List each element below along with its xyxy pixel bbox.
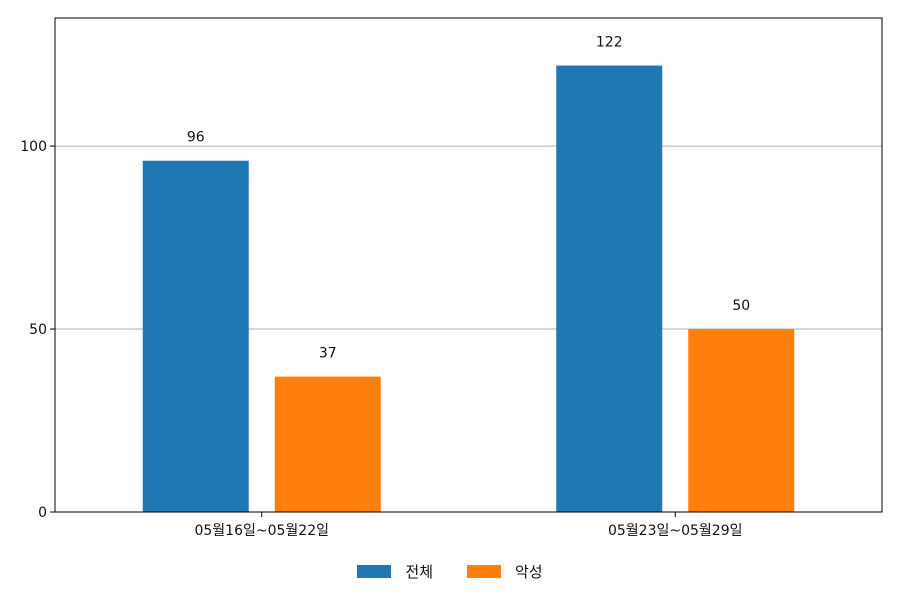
- legend-swatch-total: [357, 564, 392, 578]
- legend: 전체 악성: [0, 558, 900, 584]
- value-labels: 96 37 122 50: [187, 35, 750, 362]
- bar-total: [556, 65, 663, 512]
- bar-chart: 96 37 122 50 0 50 100 05월16일~05월22일 05월23일~05월…: [20, 17, 883, 539]
- legend-swatch-malicious: [467, 564, 501, 578]
- legend-label-total: 전체: [405, 562, 433, 581]
- bar-value-label: 37: [319, 346, 337, 362]
- bar-malicious: [274, 376, 381, 512]
- x-tick-label: 05월23일~05월29일: [608, 523, 743, 539]
- y-tick-label: 50: [29, 322, 47, 338]
- legend-item-total: 전체: [357, 561, 433, 582]
- bar-malicious: [688, 329, 795, 512]
- legend-label-malicious: 악성: [515, 562, 543, 581]
- bar-total: [142, 160, 249, 512]
- y-axis: 0 50 100: [20, 139, 55, 521]
- y-tick-label: 0: [38, 505, 47, 521]
- legend-item-malicious: 악성: [467, 561, 543, 582]
- x-tick-label: 05월16일~05월22일: [194, 523, 329, 539]
- bars: [142, 65, 795, 512]
- x-axis: 05월16일~05월22일 05월23일~05월29일: [194, 512, 743, 539]
- bar-value-label: 122: [596, 35, 623, 51]
- plot-frame: [54, 17, 883, 513]
- bar-value-label: 96: [187, 130, 205, 146]
- y-tick-label: 100: [20, 139, 47, 155]
- bar-value-label: 50: [732, 298, 750, 314]
